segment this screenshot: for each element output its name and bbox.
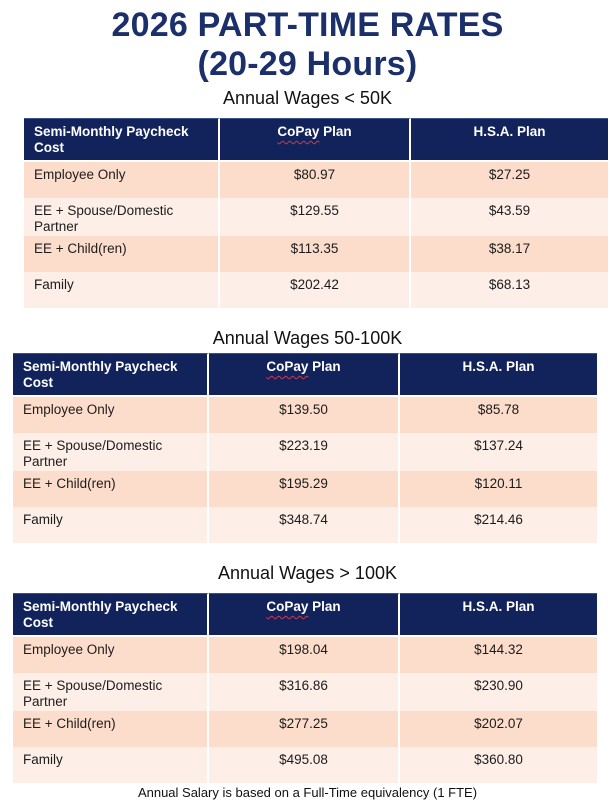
table-row: EE + Spouse/Domestic Partner $223.19 $137.… <box>13 433 597 471</box>
hsa-value: $214.46 <box>400 507 597 543</box>
table-row: Employee Only $80.97 $27.25 <box>24 162 608 198</box>
hsa-value: $38.17 <box>411 236 608 272</box>
copay-value: $223.19 <box>209 433 400 471</box>
coverage-tier-label: Family <box>24 272 220 308</box>
coverage-tier-label: Employee Only <box>24 162 220 198</box>
coverage-tier-label: Family <box>13 747 209 783</box>
page-title: 2026 PART-TIME RATES (20-29 Hours) <box>0 6 615 84</box>
copay-value: $348.74 <box>209 507 400 543</box>
hsa-value: $27.25 <box>411 162 608 198</box>
rates-table: Semi-Monthly Paycheck Cost CoPay Plan H.S.… <box>13 353 597 543</box>
hsa-column-header: H.S.A. Plan <box>400 593 597 637</box>
hsa-column-header: H.S.A. Plan <box>400 353 597 397</box>
table-row: EE + Child(ren) $113.35 $38.17 <box>24 236 608 272</box>
hsa-value: $144.32 <box>400 637 597 673</box>
copay-value: $195.29 <box>209 471 400 507</box>
copay-value: $139.50 <box>209 397 400 433</box>
footnote: Annual Salary is based on a Full-Time eq… <box>137 785 478 800</box>
hsa-value: $85.78 <box>400 397 597 433</box>
misspelled-word: CoPay <box>266 599 309 614</box>
rate-sheet-page: 2026 PART-TIME RATES (20-29 Hours) Annual… <box>0 6 615 800</box>
copay-value: $113.35 <box>220 236 411 272</box>
page-title-line2: (20-29 Hours) <box>197 45 418 83</box>
coverage-tier-label: Employee Only <box>13 397 209 433</box>
cost-column-header: Semi-Monthly Paycheck Cost <box>13 353 209 397</box>
hsa-value: $137.24 <box>400 433 597 471</box>
table-row: EE + Spouse/Domestic Partner $129.55 $43.5… <box>24 198 608 236</box>
table-row: Family $495.08 $360.80 <box>13 747 597 783</box>
table-row: Family $202.42 $68.13 <box>24 272 608 308</box>
coverage-tier-label: Employee Only <box>13 637 209 673</box>
table-row: EE + Child(ren) $195.29 $120.11 <box>13 471 597 507</box>
copay-column-header: CoPay Plan <box>209 593 400 637</box>
section-title: Annual Wages < 50K <box>223 88 392 108</box>
copay-value: $495.08 <box>209 747 400 783</box>
copay-column-header: CoPay Plan <box>220 118 411 162</box>
copay-value: $129.55 <box>220 198 411 236</box>
hsa-value: $360.80 <box>400 747 597 783</box>
copay-value: $198.04 <box>209 637 400 673</box>
rates-table: Semi-Monthly Paycheck Cost CoPay Plan H.S.… <box>13 593 597 783</box>
copay-column-header: CoPay Plan <box>209 353 400 397</box>
hsa-value: $202.07 <box>400 711 597 747</box>
hsa-value: $43.59 <box>411 198 608 236</box>
section-title: Annual Wages 50-100K <box>212 328 403 348</box>
hsa-value: $68.13 <box>411 272 608 308</box>
coverage-tier-label: Family <box>13 507 209 543</box>
table-row: Family $348.74 $214.46 <box>13 507 597 543</box>
coverage-tier-label: EE + Spouse/Domestic Partner <box>13 433 209 471</box>
page-title-line1: 2026 PART-TIME RATES <box>111 6 504 44</box>
copay-value: $277.25 <box>209 711 400 747</box>
table-row: EE + Child(ren) $277.25 $202.07 <box>13 711 597 747</box>
header-row: Semi-Monthly Paycheck Cost CoPay Plan H.S.… <box>13 353 597 397</box>
copay-value: $80.97 <box>220 162 411 198</box>
header-row: Semi-Monthly Paycheck Cost CoPay Plan H.S.… <box>13 593 597 637</box>
coverage-tier-label: EE + Spouse/Domestic Partner <box>13 673 209 711</box>
misspelled-word: CoPay <box>277 124 320 139</box>
table-row: EE + Spouse/Domestic Partner $316.86 $230.… <box>13 673 597 711</box>
table-row: Employee Only $139.50 $85.78 <box>13 397 597 433</box>
header-row: Semi-Monthly Paycheck Cost CoPay Plan H.S.… <box>24 118 608 162</box>
copay-value: $202.42 <box>220 272 411 308</box>
hsa-value: $120.11 <box>400 471 597 507</box>
rate-tables-container: Annual Wages < 50K Semi-Monthly Paycheck … <box>0 88 615 783</box>
cost-column-header: Semi-Monthly Paycheck Cost <box>24 118 220 162</box>
cost-column-header: Semi-Monthly Paycheck Cost <box>13 593 209 637</box>
section-title: Annual Wages > 100K <box>218 563 397 583</box>
coverage-tier-label: EE + Spouse/Domestic Partner <box>24 198 220 236</box>
misspelled-word: CoPay <box>266 359 309 374</box>
hsa-column-header: H.S.A. Plan <box>411 118 608 162</box>
hsa-value: $230.90 <box>400 673 597 711</box>
rates-table: Semi-Monthly Paycheck Cost CoPay Plan H.S.… <box>24 118 608 308</box>
table-row: Employee Only $198.04 $144.32 <box>13 637 597 673</box>
coverage-tier-label: EE + Child(ren) <box>13 471 209 507</box>
copay-value: $316.86 <box>209 673 400 711</box>
coverage-tier-label: EE + Child(ren) <box>24 236 220 272</box>
coverage-tier-label: EE + Child(ren) <box>13 711 209 747</box>
